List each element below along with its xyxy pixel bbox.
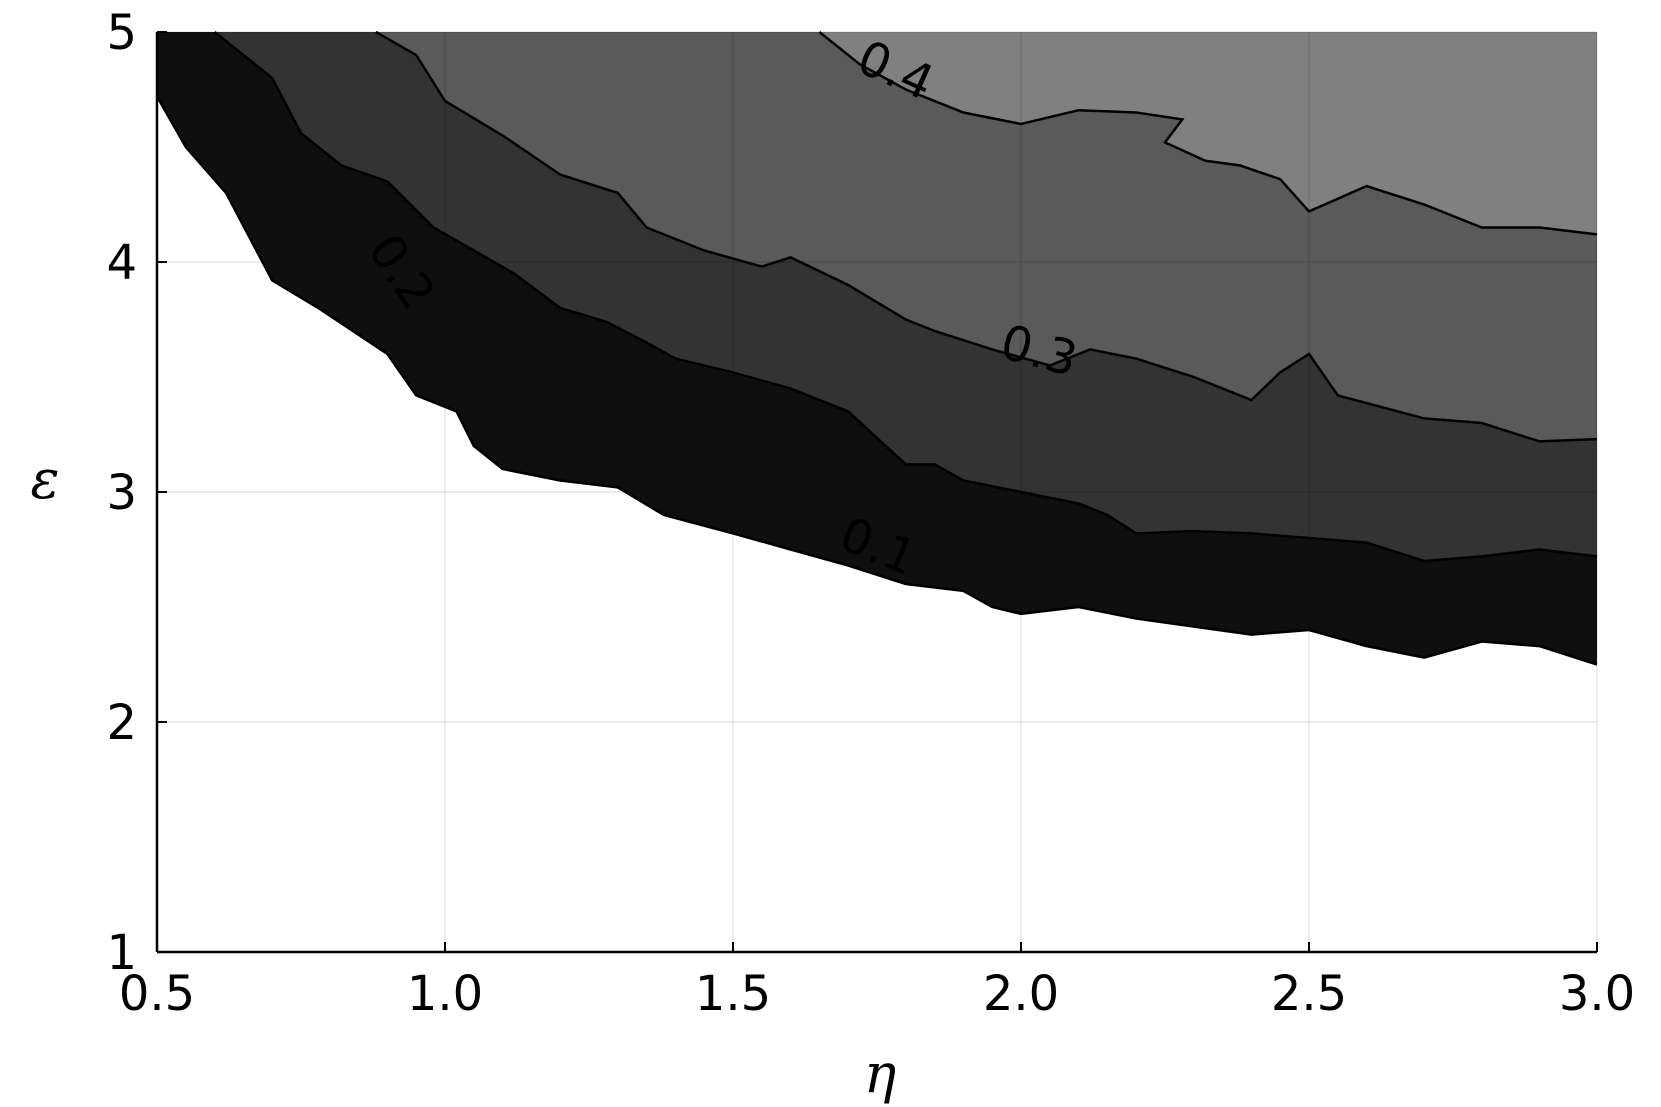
contour-line-0.2 (213, 31, 1598, 563)
x-tick-label: 1.0 (407, 966, 483, 1022)
contour-line-0.3 (375, 30, 1598, 443)
grid-lines (157, 31, 1598, 952)
contour-line-0.1 (155, 95, 1598, 666)
x-axis-label: η (864, 1042, 896, 1105)
y-tick-label: 3 (106, 465, 137, 521)
x-tick-label: 3.0 (1559, 966, 1635, 1022)
x-tick-label: 2.5 (1271, 966, 1347, 1022)
x-tick-label: 1.5 (695, 966, 771, 1022)
x-tick-label: 2.0 (983, 966, 1059, 1022)
y-tick-label: 5 (106, 5, 137, 61)
tick-labels: 0.5 1.0 1.5 2.0 2.5 3.0 1 2 3 4 5 (106, 5, 1635, 1022)
y-tick-label: 2 (106, 695, 137, 751)
y-tick-label: 4 (106, 235, 137, 291)
axes (155, 31, 1598, 954)
contour-lines (155, 30, 1598, 666)
contour-line-0.4 (818, 31, 1598, 236)
y-tick-label: 1 (106, 925, 137, 981)
y-axis-label: ε (31, 448, 60, 511)
contour-region-0.4 (819, 32, 1597, 235)
x-tick-label: 0.5 (119, 966, 195, 1022)
contour-fills (157, 32, 1598, 952)
